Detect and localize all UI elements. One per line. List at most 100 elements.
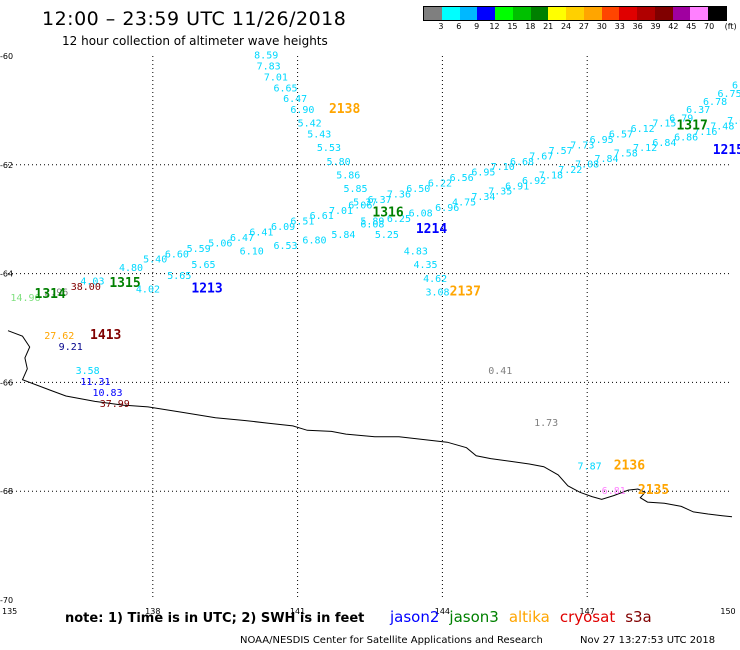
legend-swatch (672, 7, 691, 20)
wave-height-label: 6.25 (387, 214, 411, 225)
wave-height-label: 7.16 (693, 127, 717, 138)
legend-swatch (548, 7, 567, 20)
wave-height-label: 5.89 (360, 217, 384, 228)
legend-label: 30 (596, 22, 607, 31)
legend-label: 36 (632, 22, 643, 31)
wave-height-label: 3.08 (426, 287, 450, 298)
mission-jason2: jason2 (390, 608, 440, 626)
wave-height-label: 6.47 (283, 94, 307, 105)
wave-height-label: 6.68 (510, 157, 534, 168)
legend-label: 33 (614, 22, 625, 31)
legend-swatch (637, 7, 655, 20)
wave-height-label: 6.08 (409, 208, 433, 219)
wave-height-label: 38.00 (71, 282, 101, 293)
legend-swatch (441, 7, 460, 20)
wave-height-label: 7.87 (578, 461, 602, 472)
wave-height-label: 14.96 (10, 293, 40, 304)
wave-height-label: 7.15 (652, 119, 676, 130)
wave-height-label: 6.78 (703, 97, 727, 108)
wave-height-label: 6.09 (271, 222, 295, 233)
wave-height-label: 4.35 (413, 260, 437, 271)
wave-height-label: 6.51 (290, 217, 314, 228)
pass-label: 1213 (191, 282, 222, 297)
wave-height-label: 5.65 (167, 271, 191, 282)
lon-tick-label: 141 (290, 607, 305, 616)
wave-height-label: 6.92 (522, 176, 546, 187)
legend-swatch (583, 7, 602, 20)
legend-label: 12 (489, 22, 500, 31)
lat-tick-label: -62 (0, 161, 13, 170)
wave-height-label: 6.41 (249, 228, 273, 239)
wave-height-label: 27.62 (44, 331, 74, 342)
wave-height-label: 6.10 (240, 247, 264, 258)
wave-height-label: 5.37 (353, 198, 377, 209)
wave-height-label: 4.75 (452, 198, 476, 209)
wave-height-label: 7.57 (549, 146, 573, 157)
wave-height-label: 6.53 (273, 241, 297, 252)
wave-height-label: 7.22 (558, 165, 582, 176)
wave-height-label: 6.95 (590, 135, 614, 146)
pass-label: 1317 (676, 118, 707, 133)
mission-altika: altika (508, 608, 550, 626)
wave-height-label: 5.06 (208, 238, 232, 249)
wave-height-label: 6.90 (290, 105, 314, 116)
wave-height-label: 4.83 (404, 247, 428, 258)
legend-unit: (ft) (724, 22, 737, 31)
map-title: 12:00 – 23:59 UTC 11/26/2018 (42, 8, 347, 30)
wave-height-label: 5.86 (336, 170, 360, 181)
legend-label: 15 (507, 22, 518, 31)
coastline (7, 330, 733, 518)
lon-tick-label: 135 (2, 607, 17, 616)
wave-height-label: 6.79 (669, 113, 693, 124)
wave-height-label: 5.53 (317, 143, 341, 154)
wave-height-label: 6.12 (631, 124, 655, 135)
wave-height-label: 7.01 (329, 206, 353, 217)
mission-cryosat: cryosat (559, 608, 616, 626)
legend-swatch (601, 7, 620, 20)
wave-height-label: 8.59 (254, 51, 278, 62)
lon-tick-label: 150 (720, 607, 735, 616)
wave-height-label: 5.42 (298, 119, 322, 130)
wave-height-label: 5.85 (343, 184, 367, 195)
wave-height-label: 5.43 (307, 130, 331, 141)
wave-height-label: 7.67 (529, 151, 553, 162)
wave-height-label: 7.83 (257, 62, 281, 73)
wave-height-label: 3.58 (76, 366, 100, 377)
color-scale-legend: 3 6 9 12 15 18 21 24 27 30 33 36 39 42 45 70 (ft) (423, 6, 737, 33)
wave-height-label: 6.75 (718, 89, 740, 100)
wave-height-label: 7.01 (264, 72, 288, 83)
wave-height-label: 4.62 (423, 274, 447, 285)
pass-label: 2138 (329, 102, 360, 117)
legend-label: 21 (543, 22, 554, 31)
footnote: note: 1) Time is in UTC; 2) SWH is in fe… (65, 611, 365, 626)
wave-height-label: 5.65 (191, 260, 215, 271)
wave-height-label: 9.21 (59, 342, 83, 353)
legend-swatch (566, 7, 584, 20)
lat-tick-label: -66 (0, 378, 13, 387)
lon-tick-label: 144 (435, 607, 450, 616)
legend-label: 70 (704, 22, 715, 31)
wave-height-label: 5.59 (187, 244, 211, 255)
legend-swatch (424, 7, 442, 20)
legend-label: 45 (686, 22, 697, 31)
legend-swatch (477, 7, 496, 20)
wave-height-label: 6.60 (165, 249, 189, 260)
map-subtitle: 12 hour collection of altimeter wave hei… (62, 34, 328, 48)
wave-height-label: 6.80 (302, 236, 326, 247)
legend-swatch (512, 7, 531, 20)
wave-height-label: 7.36 (387, 189, 411, 200)
wave-height-label: 7.08 (575, 160, 599, 171)
wave-height-label: 6.81 (602, 486, 626, 497)
lon-tick-label: 138 (145, 607, 160, 616)
wave-height-label: 2.96 (44, 287, 68, 298)
legend-label: 39 (650, 22, 661, 31)
wave-height-label: 4.03 (80, 276, 104, 287)
lon-tick-label: 147 (580, 607, 595, 616)
legend-label: 9 (474, 22, 480, 31)
wave-height-labels: 8.597.837.016.656.476.905.425.435.535.80… (10, 51, 740, 497)
wave-height-label: 1.73 (534, 418, 558, 429)
wave-height-label: 7.10 (491, 162, 515, 173)
mission-jason3: jason3 (449, 608, 499, 626)
legend-swatch (459, 7, 478, 20)
wave-height-label: 6.65 (273, 83, 297, 94)
